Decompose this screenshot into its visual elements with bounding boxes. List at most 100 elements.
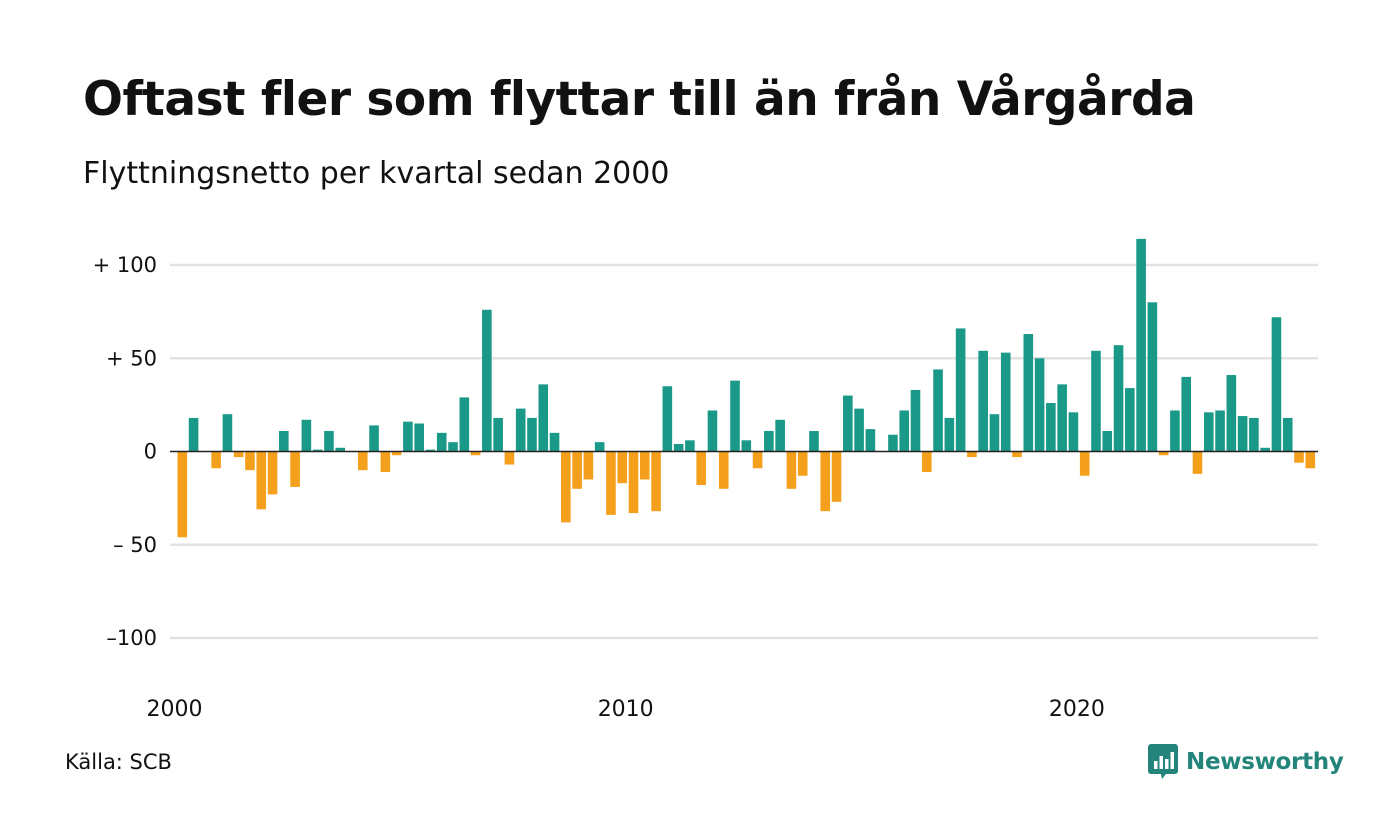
source-note: Källa: SCB	[65, 750, 172, 774]
bar	[211, 451, 221, 469]
bar	[1282, 417, 1293, 452]
bar	[854, 408, 864, 452]
bar	[899, 410, 910, 452]
bar	[786, 451, 797, 489]
bar	[482, 309, 492, 452]
bar	[380, 451, 391, 473]
bar	[1034, 358, 1045, 452]
bar	[696, 451, 706, 486]
bar	[1226, 375, 1237, 452]
chart-title: Oftast fler som flyttar till än från Vår…	[83, 72, 1196, 127]
bar	[1079, 451, 1090, 476]
bar	[955, 328, 966, 452]
bar	[662, 386, 673, 452]
bar	[515, 408, 526, 452]
bar	[301, 419, 312, 452]
bar	[1170, 410, 1180, 452]
x-tick-label: 2000	[147, 697, 203, 722]
bar	[967, 451, 977, 458]
bar	[493, 417, 503, 452]
y-tick-label: –100	[106, 626, 157, 650]
bar	[730, 380, 740, 452]
bar	[470, 451, 481, 456]
bar	[1000, 352, 1011, 452]
bar	[448, 442, 458, 452]
brand-name: Newsworthy	[1186, 749, 1344, 775]
axis-labels: + 100 + 50 0 – 50 –100 2000 2010 2020	[93, 253, 1105, 722]
bar	[290, 451, 300, 487]
bar	[989, 414, 1000, 452]
bar	[391, 451, 402, 456]
bar	[436, 432, 447, 452]
bar	[1203, 412, 1214, 452]
bar	[1305, 451, 1316, 469]
bar	[888, 434, 898, 452]
bar	[741, 440, 752, 452]
y-tick-label: + 50	[106, 346, 157, 370]
chart-subtitle: Flyttningsnetto per kvartal sedan 2000	[83, 156, 670, 191]
bar	[1294, 451, 1304, 463]
bar	[809, 430, 819, 452]
bar	[188, 417, 199, 452]
bar	[312, 449, 323, 452]
bar	[617, 451, 628, 484]
bar	[1113, 345, 1124, 452]
bar	[910, 389, 921, 452]
bar	[222, 414, 233, 452]
bar	[527, 417, 537, 452]
bar	[1102, 430, 1113, 452]
bar	[324, 430, 334, 452]
bar	[921, 451, 932, 473]
bar	[1215, 410, 1225, 452]
bar	[245, 451, 255, 471]
bar	[1260, 447, 1270, 452]
bar	[357, 451, 368, 471]
bar	[673, 444, 684, 452]
bar	[718, 451, 729, 489]
bar	[628, 451, 639, 514]
bar	[831, 451, 842, 502]
bar	[403, 421, 413, 452]
bar	[1237, 416, 1248, 452]
bar	[764, 430, 774, 452]
bar	[538, 384, 549, 452]
bar	[369, 425, 379, 452]
bar	[639, 451, 650, 480]
bar	[685, 440, 695, 452]
bar	[1192, 451, 1203, 474]
bar	[820, 451, 831, 512]
bar	[1147, 302, 1158, 452]
y-tick-label: + 100	[93, 253, 157, 277]
bar	[1136, 238, 1146, 452]
y-tick-label: – 50	[113, 533, 157, 557]
bar	[843, 395, 853, 452]
x-tick-label: 2020	[1049, 697, 1105, 722]
bar	[1181, 376, 1192, 452]
bar	[865, 429, 876, 452]
bar	[335, 447, 346, 452]
bar	[752, 451, 763, 469]
bar	[944, 417, 955, 452]
bar	[459, 397, 470, 452]
bar	[177, 451, 188, 538]
bar	[978, 350, 988, 452]
bar	[933, 369, 943, 452]
bar	[233, 451, 244, 458]
bar	[267, 451, 278, 495]
bar	[606, 451, 616, 515]
bar	[1091, 350, 1101, 452]
bar	[561, 451, 571, 523]
brand-logo: Newsworthy	[1148, 744, 1344, 780]
x-tick-label: 2010	[598, 697, 654, 722]
bar	[1023, 334, 1034, 452]
bar	[1068, 412, 1079, 452]
bar	[572, 451, 582, 489]
bar	[1125, 388, 1135, 452]
bar	[1271, 317, 1282, 452]
bar	[583, 451, 594, 480]
bar	[707, 410, 718, 452]
bar	[1249, 417, 1259, 452]
bar	[549, 432, 560, 452]
bar	[504, 451, 515, 465]
